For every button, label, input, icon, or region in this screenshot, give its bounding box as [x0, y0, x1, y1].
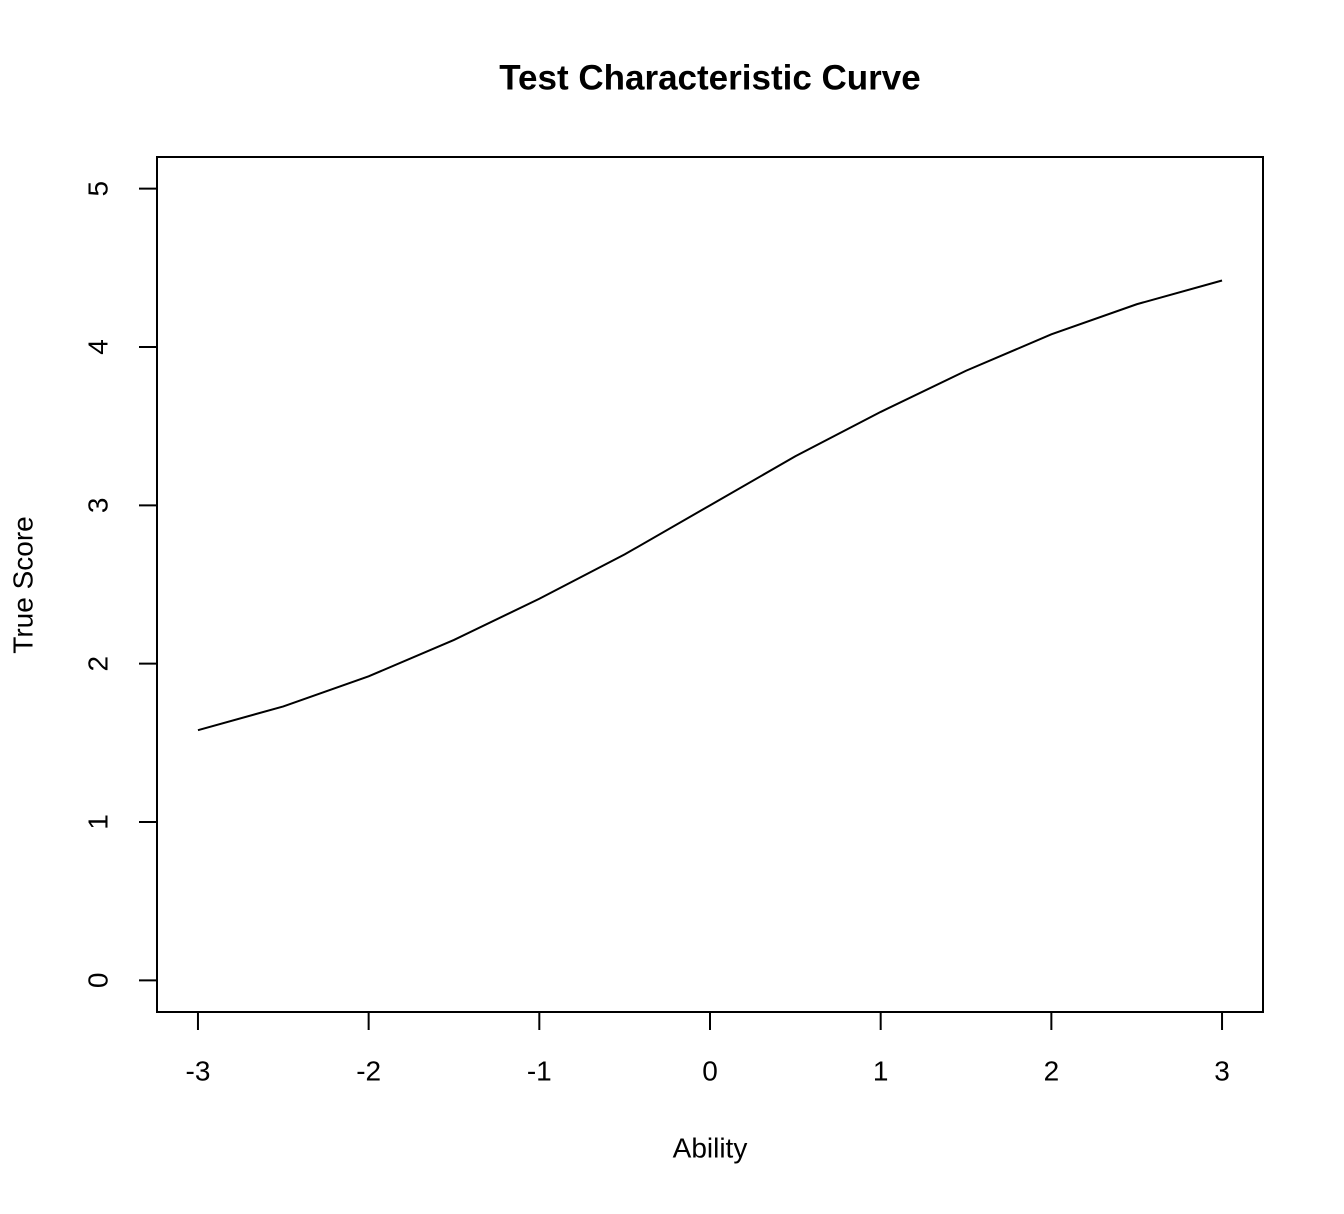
x-tick-label: 2: [1044, 1055, 1060, 1086]
y-axis-label: True Score: [7, 516, 38, 653]
x-tick-label: -1: [527, 1055, 552, 1086]
y-tick-label: 4: [82, 339, 113, 355]
line-series: [197, 279, 1223, 732]
x-tick-label: 1: [873, 1055, 889, 1086]
chart-title: Test Characteristic Curve: [499, 58, 920, 97]
x-tick-label: -3: [186, 1055, 211, 1086]
x-tick-label: 0: [702, 1055, 718, 1086]
y-tick-label: 1: [82, 814, 113, 830]
y-tick-label: 5: [82, 181, 113, 197]
x-tick-label: 3: [1214, 1055, 1230, 1086]
y-tick-label: 3: [82, 498, 113, 514]
x-axis-label: Ability: [673, 1132, 748, 1163]
y-tick-label: 0: [82, 973, 113, 989]
x-tick-label: -2: [356, 1055, 381, 1086]
y-tick-label: 2: [82, 656, 113, 672]
